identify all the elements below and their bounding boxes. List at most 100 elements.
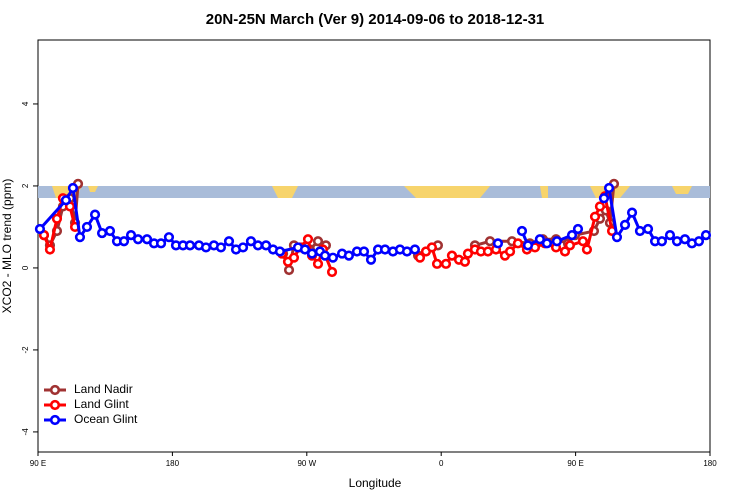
data-point [642,223,654,235]
data-point [312,236,324,247]
data-point [541,238,553,249]
data-point [299,244,311,255]
plot-marks [34,178,712,278]
data-point [223,236,235,247]
data-point [163,232,175,243]
data-point [611,232,623,243]
data-point [260,240,272,251]
data-point [440,258,452,269]
data-point [274,246,286,257]
y-axis-label: XCO2 - MLO trend (ppm) [0,179,14,314]
data-point [522,240,534,251]
x-tick-label: 180 [166,459,180,468]
legend-label: Ocean Glint [74,412,138,426]
land-map-strip [38,186,710,198]
data-point [283,264,295,276]
data-point [426,242,438,253]
data-point [288,252,300,263]
data-point [74,232,86,243]
data-point [603,182,615,194]
data-point [589,211,601,222]
data-point [312,258,324,269]
y-tick-label: -4 [21,428,30,436]
data-point [118,236,130,247]
data-point [598,193,610,204]
data-point [679,234,691,245]
data-point [594,201,606,212]
data-point [89,209,101,220]
data-point [365,254,377,265]
data-point [504,246,516,257]
data-point [326,266,338,278]
legend-label: Land Glint [74,397,129,411]
data-point [60,195,72,206]
x-axis-label: Longitude [349,476,402,490]
data-point [44,244,56,255]
y-tick-label: 2 [21,183,30,188]
data-point [516,225,528,237]
data-point [67,182,79,194]
data-point [155,238,167,249]
data-point [51,213,63,224]
data-point [581,244,593,255]
data-point [459,256,471,267]
data-point [306,248,318,259]
data-point [302,234,314,245]
data-point [414,252,426,263]
map-land [52,186,692,198]
data-point [693,236,705,247]
data-point [619,219,631,230]
data-point [245,236,257,247]
data-point [482,246,494,257]
x-tick-label: 90 E [567,459,583,468]
x-tick-label: 180 [703,459,717,468]
data-point [664,230,676,241]
data-point [343,250,355,261]
data-point [626,207,638,218]
data-point [215,242,227,253]
data-point [401,246,413,257]
legend-swatch-point [49,384,61,396]
data-point [446,250,458,261]
data-point [492,238,504,249]
data-point [409,244,421,255]
data-point [564,240,576,251]
data-point [132,234,144,245]
x-tick-label: 0 [439,459,444,468]
data-point [577,236,589,247]
data-point [572,223,584,235]
y-tick-label: 4 [21,101,30,106]
data-point [141,234,153,245]
data-point [34,223,46,235]
x-tick-label: 90 E [30,459,46,468]
data-point [484,236,496,247]
data-point [104,225,116,237]
data-point [700,230,712,241]
chart-title: 20N-25N March (Ver 9) 2014-09-06 to 2018… [206,11,545,28]
data-point [200,242,212,253]
legend-swatch-point [49,399,61,411]
data-point [379,244,391,255]
data-point [671,236,683,247]
data-point [96,227,108,239]
data-point [559,246,571,257]
data-point [358,246,370,257]
plot-frame [37,39,711,453]
data-point [551,236,563,247]
data-point [634,225,646,237]
data-point [125,230,137,241]
data-point [184,240,196,251]
data-point [237,242,249,253]
legend-label: Land Nadir [74,382,133,396]
data-point [327,252,339,263]
data-point [656,236,668,247]
data-point [566,230,578,241]
data-point [81,221,93,233]
data-point [462,248,474,259]
y-tick-label: 0 [21,265,30,270]
data-point [252,240,264,251]
x-tick-label: 90 W [297,459,316,468]
legend-swatch-point [49,414,61,426]
data-point [319,250,331,261]
